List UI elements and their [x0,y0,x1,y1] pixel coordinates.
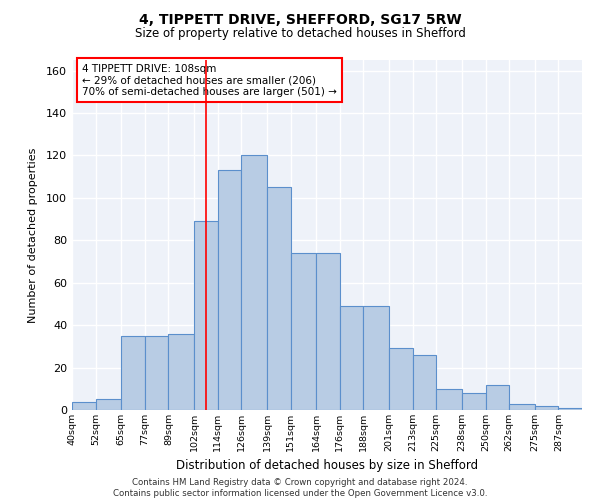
Bar [241,156,267,410]
X-axis label: Distribution of detached houses by size in Shefford: Distribution of detached houses by size … [176,460,478,472]
Bar [559,408,582,410]
Bar [169,334,194,410]
Text: Size of property relative to detached houses in Shefford: Size of property relative to detached ho… [134,28,466,40]
Text: Contains HM Land Registry data © Crown copyright and database right 2024.
Contai: Contains HM Land Registry data © Crown c… [113,478,487,498]
Bar [290,253,316,410]
Bar [340,306,364,410]
Y-axis label: Number of detached properties: Number of detached properties [28,148,38,322]
Bar [413,355,436,410]
Bar [462,393,485,410]
Bar [121,336,145,410]
Bar [218,170,241,410]
Text: 4 TIPPETT DRIVE: 108sqm
← 29% of detached houses are smaller (206)
70% of semi-d: 4 TIPPETT DRIVE: 108sqm ← 29% of detache… [82,64,337,96]
Bar [267,188,290,410]
Bar [509,404,535,410]
Bar [194,221,218,410]
Bar [95,400,121,410]
Text: 4, TIPPETT DRIVE, SHEFFORD, SG17 5RW: 4, TIPPETT DRIVE, SHEFFORD, SG17 5RW [139,12,461,26]
Bar [436,389,462,410]
Bar [485,384,509,410]
Bar [72,402,95,410]
Bar [535,406,559,410]
Bar [364,306,389,410]
Bar [389,348,413,410]
Bar [316,253,340,410]
Bar [145,336,169,410]
